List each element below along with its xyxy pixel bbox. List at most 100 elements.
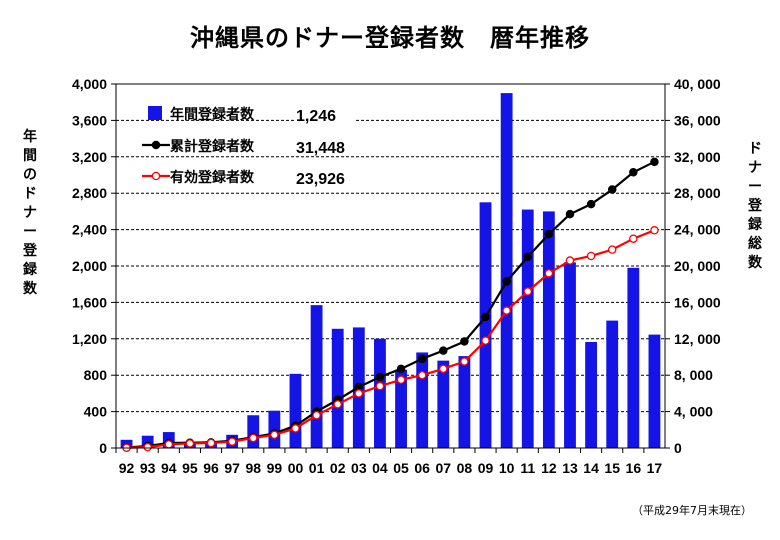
as-of-note: （平成29年7月末現在） [632, 504, 752, 517]
right-tick-label: 8, 000 [674, 367, 713, 383]
right-axis-label: ドナー登録総数 [745, 140, 765, 273]
right-tick-label: 24, 000 [674, 222, 721, 238]
x-tick-label: 16 [626, 460, 642, 476]
left-tick-label: 2,000 [72, 258, 107, 274]
left-tick-label: 1,600 [72, 294, 107, 310]
right-tick-label: 32, 000 [674, 149, 721, 165]
x-tick-label: 12 [541, 460, 557, 476]
point-0-07 [439, 346, 448, 355]
point-1-03 [354, 389, 364, 398]
bar-01 [310, 305, 323, 448]
x-tick-label: 92 [119, 460, 135, 476]
point-0-11 [523, 252, 533, 262]
bar-14 [585, 341, 598, 448]
axis-label-char: 録 [23, 262, 37, 278]
bar-11 [521, 209, 534, 448]
point-1-94 [164, 440, 174, 449]
point-0-10 [502, 277, 511, 286]
bar-08 [458, 356, 471, 448]
point-0-08 [460, 337, 469, 346]
x-tick-label: 06 [414, 460, 430, 476]
bar-00 [289, 373, 302, 448]
x-tick-label: 15 [604, 460, 620, 476]
x-tick-label: 03 [351, 460, 367, 476]
bar-07 [437, 360, 450, 448]
legend-label: 年間登録者数 [170, 106, 255, 123]
x-tick-label: 04 [372, 460, 388, 476]
point-1-12 [544, 269, 554, 278]
x-tick-label: 09 [478, 460, 494, 476]
bar-15 [606, 320, 619, 448]
left-tick-label: 4,000 [72, 76, 107, 92]
axis-label-char: 録 [748, 217, 762, 233]
legend-label: 累計登録者数 [170, 138, 255, 155]
point-0-12 [544, 229, 554, 239]
point-1-02 [333, 400, 342, 409]
left-tick-label: 400 [84, 404, 108, 420]
point-1-99 [270, 430, 279, 440]
left-tick-label: 3,200 [72, 149, 107, 165]
x-tick-label: 93 [140, 460, 156, 476]
point-0-16 [629, 168, 638, 177]
x-tick-label: 05 [393, 460, 409, 476]
point-0-14 [586, 199, 596, 209]
point-1-09 [481, 336, 490, 345]
x-tick-label: 02 [330, 460, 346, 476]
x-tick-label: 98 [245, 460, 261, 476]
point-1-13 [565, 256, 575, 265]
x-tick-label: 08 [457, 460, 473, 476]
right-tick-label: 12, 000 [674, 331, 721, 347]
axis-label-char: 登 [23, 243, 37, 259]
point-0-13 [565, 209, 575, 219]
point-0-09 [481, 312, 490, 322]
point-1-04 [375, 381, 385, 391]
legend-value: 23,926 [296, 171, 345, 188]
axis-label-char: 総 [748, 236, 762, 252]
bar-04 [374, 338, 386, 448]
axis-label-char: ド [748, 141, 762, 157]
right-tick-label: 28, 000 [674, 185, 721, 201]
axis-label-char: ー [23, 224, 37, 240]
legend-swatch-bar [148, 106, 162, 120]
bar-02 [331, 328, 344, 448]
bar-12 [542, 211, 555, 448]
bar-09 [479, 202, 492, 448]
bar-17 [648, 334, 661, 448]
legend-swatch-marker [151, 140, 161, 150]
x-tick-label: 97 [224, 460, 240, 476]
point-1-05 [396, 375, 406, 384]
x-tick-label: 01 [309, 460, 325, 476]
point-1-17 [650, 226, 659, 235]
point-1-06 [417, 370, 427, 380]
x-tick-label: 11 [520, 460, 535, 476]
point-1-07 [439, 364, 448, 374]
point-1-97 [227, 437, 237, 446]
point-0-15 [607, 185, 617, 194]
axis-label-char: ナ [748, 160, 762, 176]
bar-98 [247, 415, 260, 448]
point-1-14 [586, 251, 596, 261]
bar-06 [416, 352, 429, 448]
left-axis-label: 年間のドナー登録数 [20, 128, 40, 299]
x-tick-label: 95 [182, 460, 198, 476]
bar-05 [395, 369, 407, 448]
axis-label-char: 数 [23, 281, 37, 297]
point-1-08 [460, 357, 469, 366]
x-tick-label: 94 [161, 460, 177, 476]
legend-value-bg [294, 134, 354, 154]
legend-label: 有効登録者数 [170, 169, 255, 186]
point-0-17 [650, 157, 659, 167]
x-tick-label: 10 [499, 460, 515, 476]
point-1-95 [185, 439, 195, 448]
point-1-98 [248, 433, 258, 443]
axis-label-char: ド [23, 186, 37, 202]
x-tick-label: 14 [583, 460, 599, 476]
axis-label-char: 年 [23, 129, 37, 145]
right-tick-label: 0 [674, 440, 682, 456]
bar-13 [564, 262, 576, 448]
x-tick-label: 17 [647, 460, 663, 476]
point-1-01 [312, 410, 321, 420]
legend-value-bg [294, 102, 354, 122]
bar-10 [500, 93, 513, 448]
